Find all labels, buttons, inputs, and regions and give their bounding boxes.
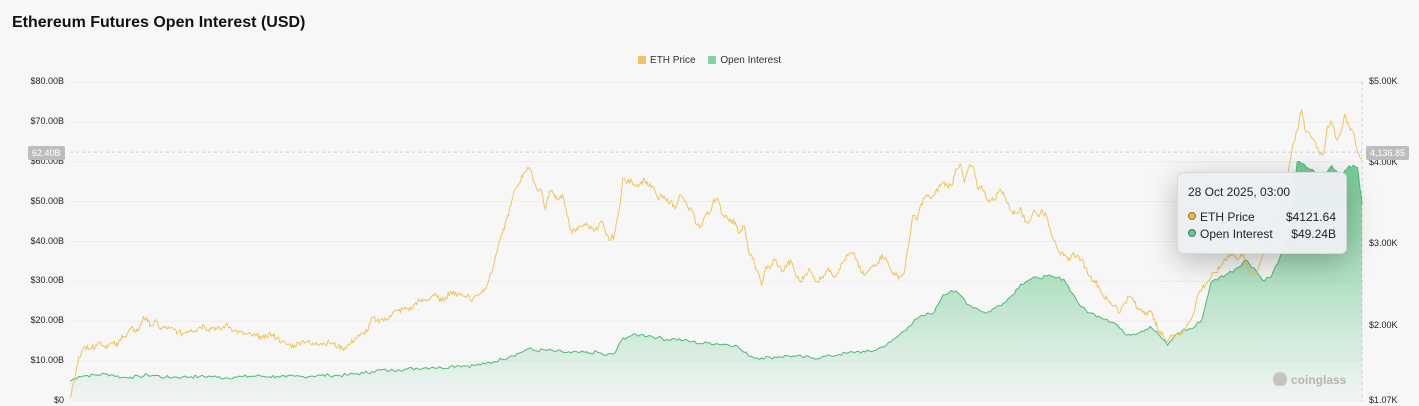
right-axis-tick-label: $1.07K xyxy=(1369,395,1398,405)
coinglass-logo-icon xyxy=(1273,372,1287,386)
series-line-eth-price xyxy=(69,108,1363,398)
legend-swatch-open-interest xyxy=(708,56,717,64)
right-axis-tick-label: $3.00K xyxy=(1369,238,1398,249)
legend-swatch-eth-price xyxy=(638,56,647,64)
tooltip-row-open-interest: Open Interest $49.24B xyxy=(1188,227,1336,241)
watermark-text: coinglass xyxy=(1291,373,1347,387)
tooltip: 28 Oct 2025, 03:00 ETH Price $4121.64 Op… xyxy=(1177,172,1347,254)
series-area-open-interest xyxy=(70,161,1362,401)
tooltip-dot-open-interest xyxy=(1188,229,1196,237)
tooltip-value-open-interest: $49.24B xyxy=(1291,227,1336,241)
right-axis-tick-label: $5.00K xyxy=(1369,76,1398,86)
left-axis-tick-label: $80.00B xyxy=(30,76,64,86)
tooltip-dot-eth-price xyxy=(1188,212,1196,220)
legend-item-eth-price[interactable]: ETH Price xyxy=(638,55,696,66)
series-line-open-interest xyxy=(69,160,1363,382)
left-axis-tick-label: $70.00B xyxy=(30,115,64,126)
left-axis-tick-label: $20.00B xyxy=(30,315,64,326)
tooltip-title: 28 Oct 2025, 03:00 xyxy=(1188,185,1291,199)
legend-label-open-interest: Open Interest xyxy=(720,55,781,66)
right-axis-tick-label: $4.00K xyxy=(1369,157,1398,168)
legend-item-open-interest[interactable]: Open Interest xyxy=(708,55,781,66)
watermark: coinglass xyxy=(1273,372,1346,387)
left-axis-tick-label: $30.00B xyxy=(30,275,64,286)
crosshair-right-label: 4,136.85 xyxy=(1366,146,1410,160)
left-axis-tick-label: $50.00B xyxy=(30,195,64,206)
tooltip-label-open-interest: Open Interest xyxy=(1200,227,1273,241)
legend-label-eth-price: ETH Price xyxy=(650,55,696,66)
series-layer xyxy=(69,108,1363,401)
right-axis-tick-label: $2.00K xyxy=(1369,319,1398,330)
left-axis-tick-label: $60.00B xyxy=(30,155,64,166)
chart-title: Ethereum Futures Open Interest (USD) xyxy=(12,14,306,31)
crosshair-left-label: 62.40B xyxy=(28,146,65,160)
left-axis-tick-label: $10.00B xyxy=(30,355,64,366)
legend: ETH Price Open Interest xyxy=(0,55,1419,66)
left-axis-tick-label: $40.00B xyxy=(30,235,64,246)
tooltip-label-eth-price: ETH Price xyxy=(1200,210,1255,224)
tooltip-row-eth-price: ETH Price $4121.64 xyxy=(1188,210,1336,224)
left-axis-tick-label: $0 xyxy=(53,395,64,405)
tooltip-value-eth-price: $4121.64 xyxy=(1285,210,1336,224)
